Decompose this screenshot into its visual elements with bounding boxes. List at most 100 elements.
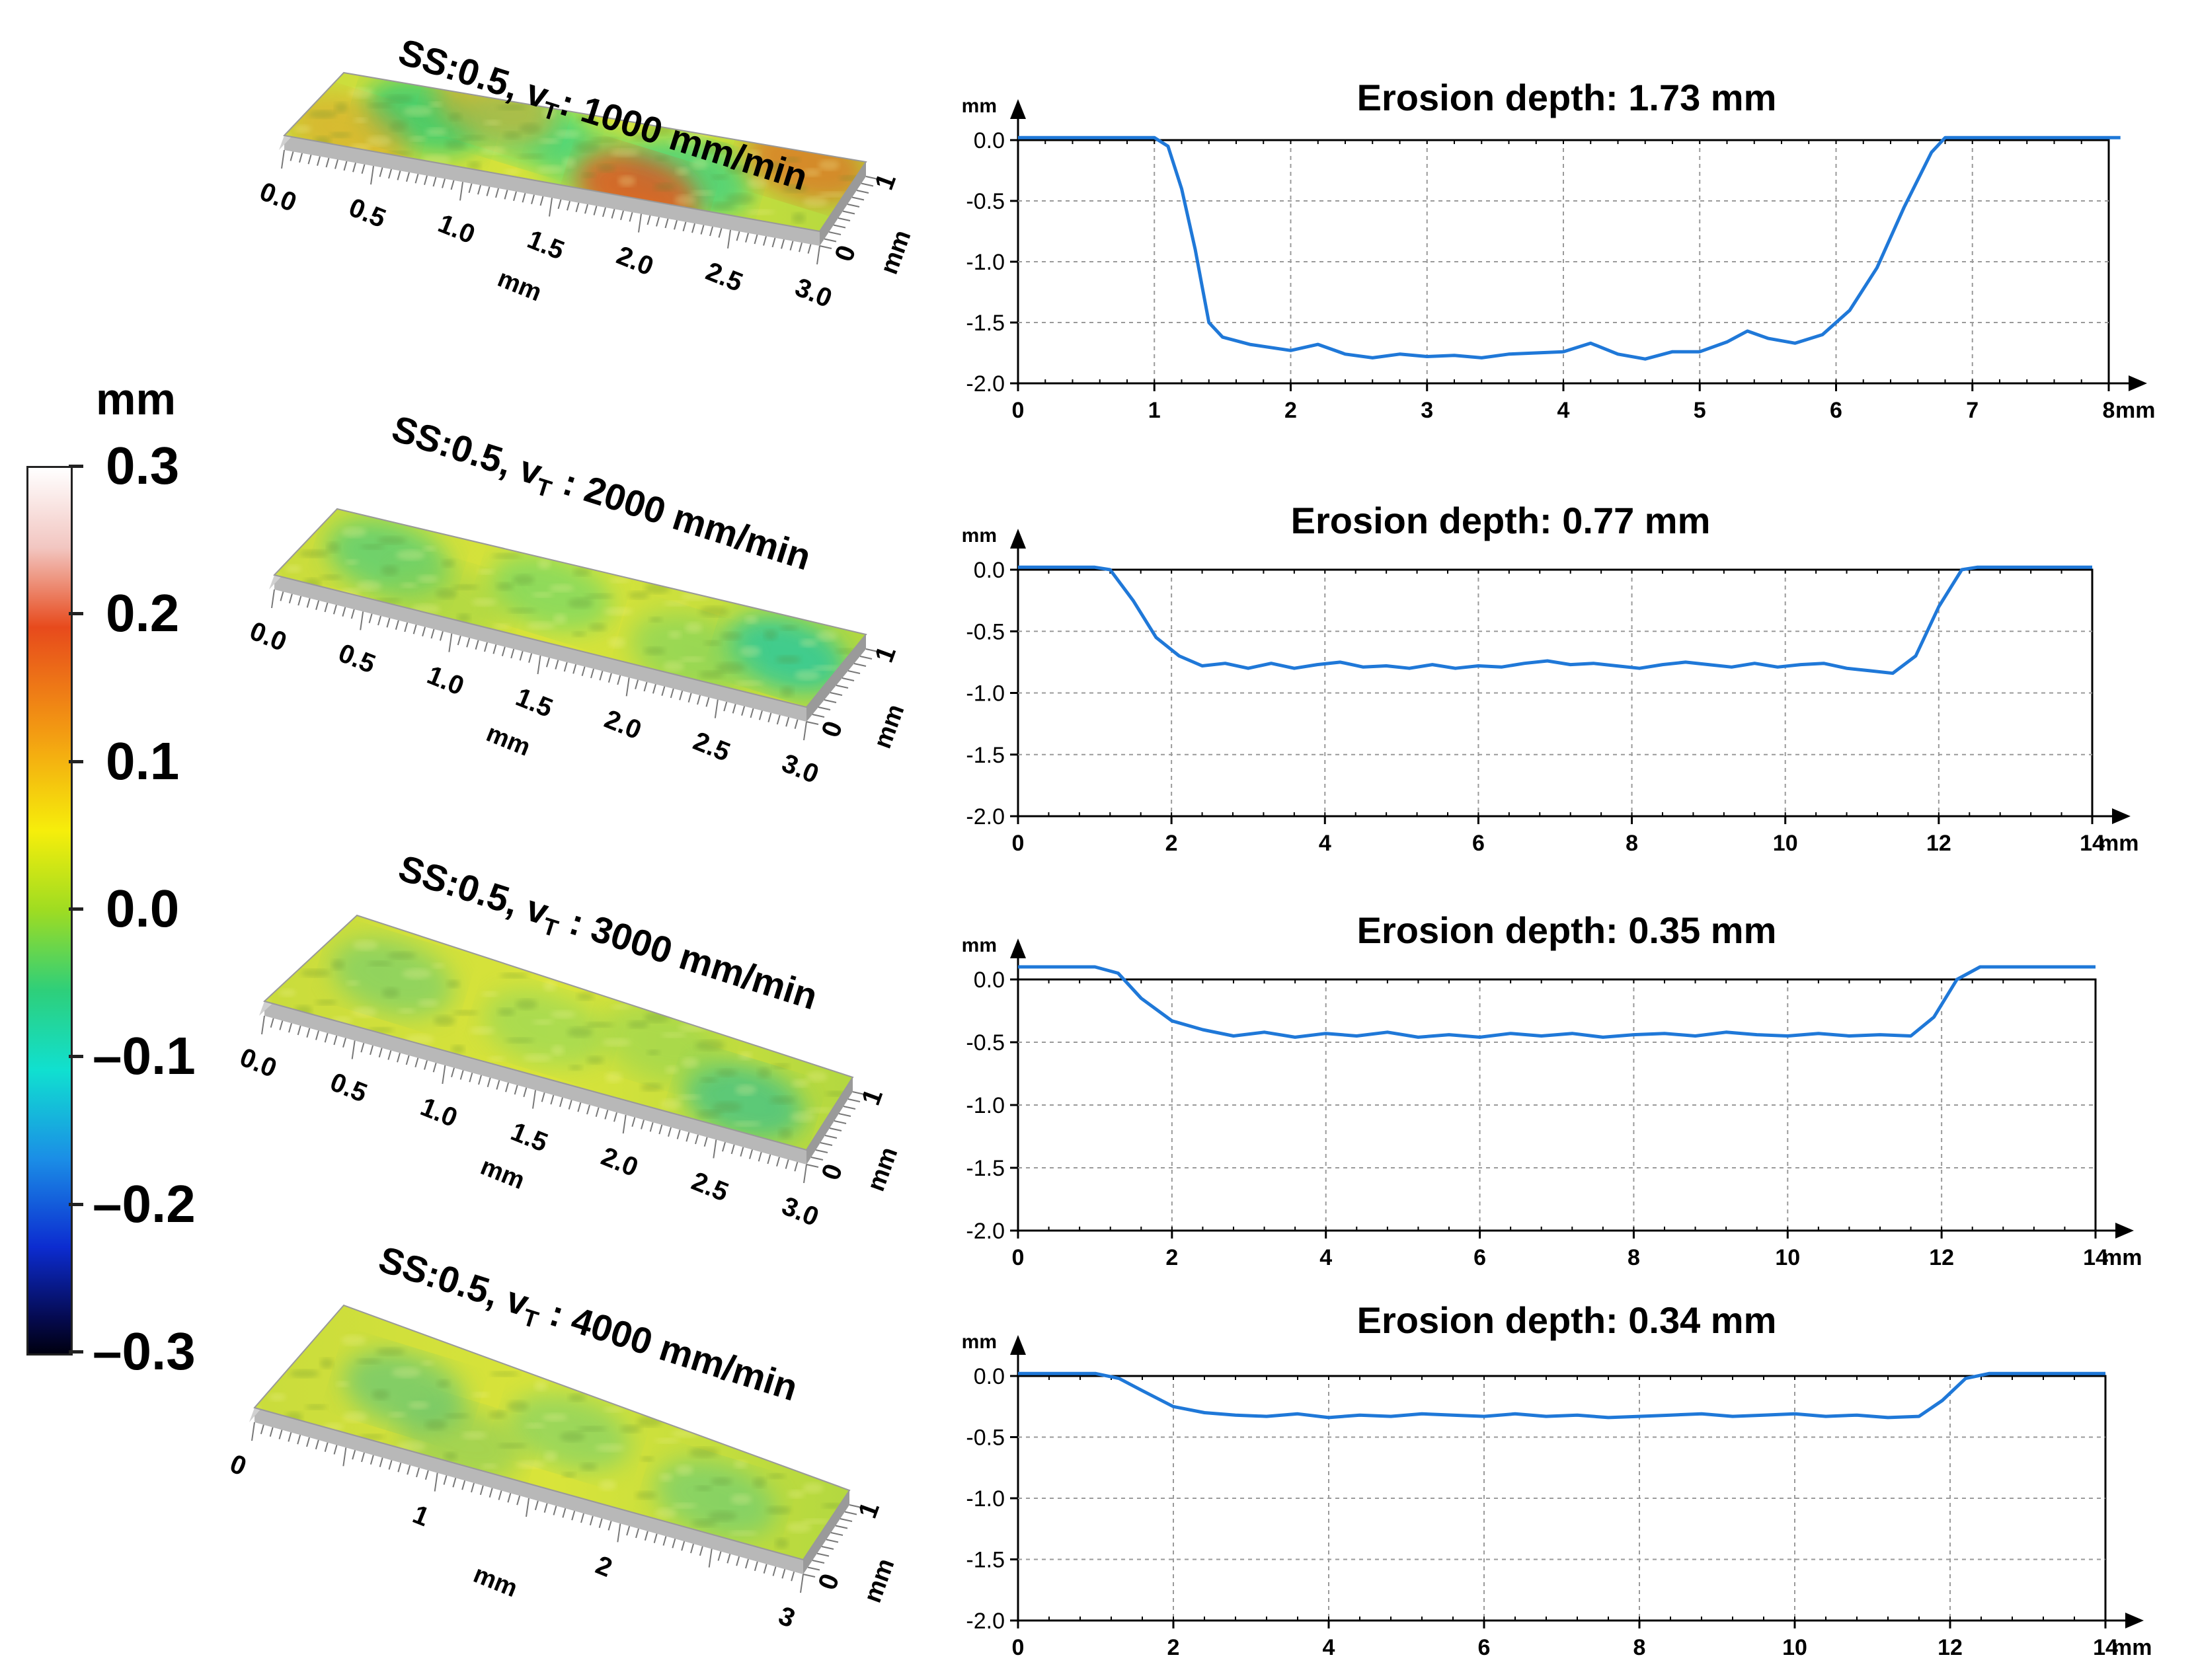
surface-texture bbox=[381, 565, 399, 576]
surface-x-tick bbox=[581, 666, 586, 676]
surface-x-tick bbox=[539, 196, 544, 206]
x-tick-label: 14 bbox=[2093, 1635, 2118, 1660]
surface-texture bbox=[526, 621, 556, 630]
surface-texture bbox=[402, 968, 432, 979]
surface-texture bbox=[516, 1461, 545, 1469]
surface-side-wall bbox=[806, 634, 866, 722]
chart-title-3: Erosion depth: 0.35 mm bbox=[1356, 909, 1777, 951]
surface-texture bbox=[746, 209, 776, 215]
surface-x-tick bbox=[800, 1574, 804, 1593]
surface-x-tick bbox=[333, 605, 337, 615]
surface-x-ruler bbox=[261, 1015, 865, 1184]
surface-x-tick bbox=[361, 164, 366, 174]
surface-texture bbox=[654, 182, 676, 191]
surface-y-tick bbox=[835, 1525, 848, 1529]
surface-x-tick bbox=[754, 234, 758, 245]
surface-texture bbox=[425, 128, 447, 136]
x-tick-label: 4 bbox=[1319, 1245, 1332, 1270]
y-tick-label: 0.0 bbox=[974, 128, 1005, 153]
surface-x-tick bbox=[424, 175, 428, 185]
surface-texture bbox=[627, 1020, 649, 1029]
surface-texture bbox=[716, 1069, 738, 1077]
surface-y-tick bbox=[812, 714, 825, 718]
surface-x-tick bbox=[505, 1082, 509, 1092]
surface-texture bbox=[354, 117, 368, 123]
x-tick-label: 2 bbox=[1165, 1245, 1178, 1270]
surface-x-tick bbox=[736, 1556, 740, 1566]
surface-x-tick bbox=[745, 1558, 749, 1569]
chart-title-1: Erosion depth: 1.73 mm bbox=[1356, 77, 1777, 118]
surface-x-tick bbox=[553, 1506, 557, 1515]
surface-y-tick bbox=[829, 1127, 842, 1131]
surface-x-tick bbox=[626, 1525, 631, 1536]
surface-x-tick bbox=[598, 1518, 603, 1528]
surface-x-tick bbox=[414, 1057, 419, 1068]
y-tick-label: 0.0 bbox=[974, 1364, 1005, 1389]
y-tick-label: -1.5 bbox=[966, 1548, 1005, 1573]
surface-y-tick bbox=[828, 231, 842, 235]
surface-texture bbox=[389, 1412, 407, 1418]
surface-texture bbox=[700, 1077, 718, 1083]
surface-y-tick bbox=[838, 217, 851, 221]
surface-x-tick bbox=[656, 217, 660, 227]
surface-x-tick bbox=[342, 607, 346, 617]
surface-texture bbox=[567, 597, 593, 609]
surface-texture bbox=[620, 1425, 642, 1433]
surface-feature bbox=[654, 1459, 777, 1539]
surface-x-tick bbox=[791, 1571, 795, 1582]
surface-texture bbox=[627, 591, 649, 599]
colorbar-tick bbox=[69, 1202, 83, 1206]
surface-y-tick bbox=[818, 706, 831, 710]
surface-x-tick bbox=[307, 154, 312, 165]
y-tick-label: -2.0 bbox=[966, 804, 1005, 829]
surface-texture bbox=[366, 135, 392, 147]
surface-texture bbox=[340, 1334, 366, 1346]
surface-y-tick bbox=[842, 677, 855, 681]
surface-texture bbox=[752, 1477, 766, 1488]
surface-x-tick bbox=[519, 651, 524, 661]
surface-x-tick bbox=[676, 1129, 681, 1139]
surface-y-tick bbox=[859, 656, 873, 660]
surface-texture bbox=[811, 665, 841, 671]
surface-x-tick bbox=[471, 1482, 475, 1493]
x-tick-label: 4 bbox=[1323, 1635, 1335, 1660]
surface-texture bbox=[775, 656, 801, 664]
surface-x-tick bbox=[682, 221, 687, 232]
surface-texture bbox=[409, 135, 427, 141]
y-tick-label: 0.0 bbox=[974, 968, 1005, 993]
x-tick-label: 6 bbox=[1830, 398, 1842, 423]
surface-texture bbox=[665, 1065, 679, 1074]
surface-x-tick bbox=[807, 244, 812, 254]
y-axis-arrowhead bbox=[1010, 1335, 1026, 1355]
surface-texture bbox=[599, 1480, 617, 1491]
surface-x-tick bbox=[708, 1548, 713, 1568]
surface-x-tick bbox=[342, 1038, 346, 1048]
surface-x-tick bbox=[370, 1455, 374, 1465]
surface-x-tick bbox=[635, 679, 639, 689]
y-tick-label: -0.5 bbox=[966, 619, 1005, 644]
surface-texture bbox=[635, 1491, 657, 1500]
surface-x-tick bbox=[617, 675, 621, 685]
surface-texture bbox=[576, 992, 594, 1001]
surface-y-tick bbox=[819, 245, 832, 249]
y-axis-label: mm bbox=[962, 95, 997, 117]
surface-texture bbox=[457, 613, 471, 622]
surface-x-tick bbox=[794, 1161, 799, 1172]
colorbar-label: 0.2 bbox=[106, 584, 180, 643]
surface-texture bbox=[342, 1412, 368, 1423]
surface-x-tick bbox=[534, 1500, 539, 1511]
surface-x-tick bbox=[450, 180, 455, 190]
x-tick-label: 2 bbox=[1165, 831, 1178, 856]
surface-x-tick bbox=[379, 1457, 383, 1467]
surface-side-wall bbox=[803, 1490, 849, 1574]
x-tick-label: 6 bbox=[1472, 831, 1485, 856]
surface-texture bbox=[790, 1111, 816, 1122]
surface-y-tick bbox=[824, 699, 837, 703]
surface-texture bbox=[436, 588, 457, 599]
surface-x-tick bbox=[781, 239, 785, 249]
surface-x-tick bbox=[541, 1092, 545, 1102]
surface-texture bbox=[301, 969, 331, 977]
surface-x-tick bbox=[699, 1546, 703, 1556]
surface-x-tick bbox=[484, 642, 488, 652]
surface-texture bbox=[391, 1367, 421, 1378]
